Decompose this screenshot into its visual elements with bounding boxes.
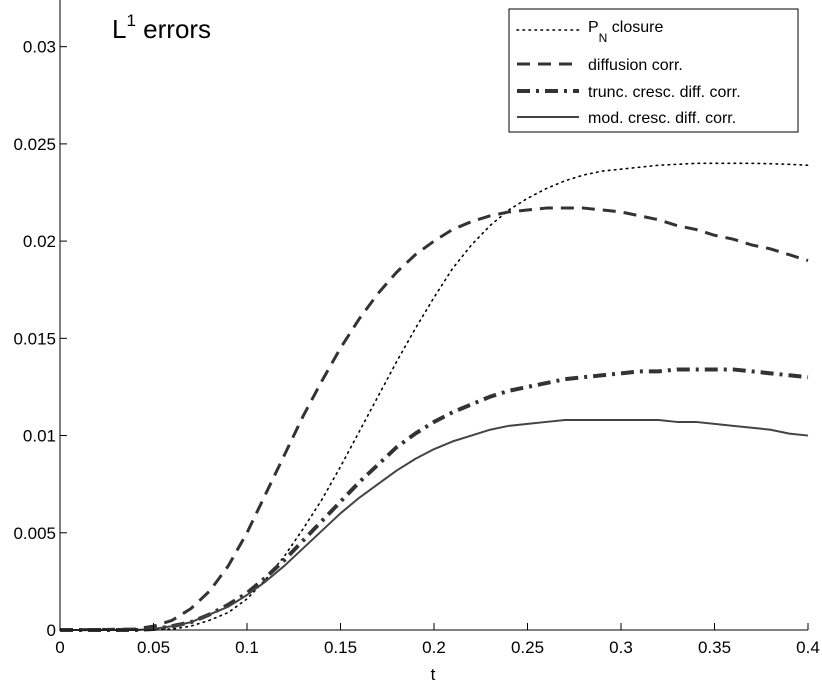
x-tick-label: 0.15 (324, 638, 357, 657)
series-line-2 (59, 206, 809, 632)
series-line-3 (60, 367, 809, 632)
y-tick-label: 0 (47, 621, 56, 640)
legend-label-4: mod. cresc. diff. corr. (588, 110, 736, 127)
x-axis-label: t (431, 665, 436, 682)
legend-box (508, 8, 799, 133)
x-tick-label: 0.1 (235, 638, 259, 657)
y-tick-label: 0.01 (23, 427, 56, 446)
legend: PN closure diffusion corr. trunc. cresc. d… (508, 8, 799, 133)
series-layer (59, 162, 809, 632)
series-line-1 (59, 162, 809, 631)
axes-layer: 0 0.05 0.1 0.15 0.2 0.25 0.3 0.35 0.4 0 0.005 0.01 0… (13, 0, 820, 657)
y-tick-label: 0.025 (13, 135, 56, 154)
x-tick-label: 0.4 (796, 638, 820, 657)
title-layer: L1 errors (112, 11, 211, 44)
legend-label-3: trunc. cresc. diff. corr. (588, 84, 741, 101)
x-tick-label: 0 (55, 638, 64, 657)
legend-label-2: diffusion corr. (588, 57, 683, 74)
chart-title-main: L (112, 14, 126, 44)
y-tick-label: 0.005 (13, 524, 56, 543)
y-tick-label: 0.02 (23, 232, 56, 251)
x-tick-label: 0.2 (422, 638, 446, 657)
legend-label-1: PN closure (588, 19, 663, 45)
chart-title: L1 errors (112, 11, 211, 44)
y-tick-label: 0.03 (23, 38, 56, 57)
y-tick-label: 0.015 (13, 329, 56, 348)
x-tick-label: 0.25 (511, 638, 544, 657)
series-line-4 (60, 419, 809, 631)
chart-title-sup: 1 (126, 11, 135, 30)
x-tick-label: 0.05 (137, 638, 170, 657)
x-tick-label: 0.3 (609, 638, 633, 657)
chart-title-rest: errors (136, 14, 211, 44)
x-tick-label: 0.35 (698, 638, 731, 657)
